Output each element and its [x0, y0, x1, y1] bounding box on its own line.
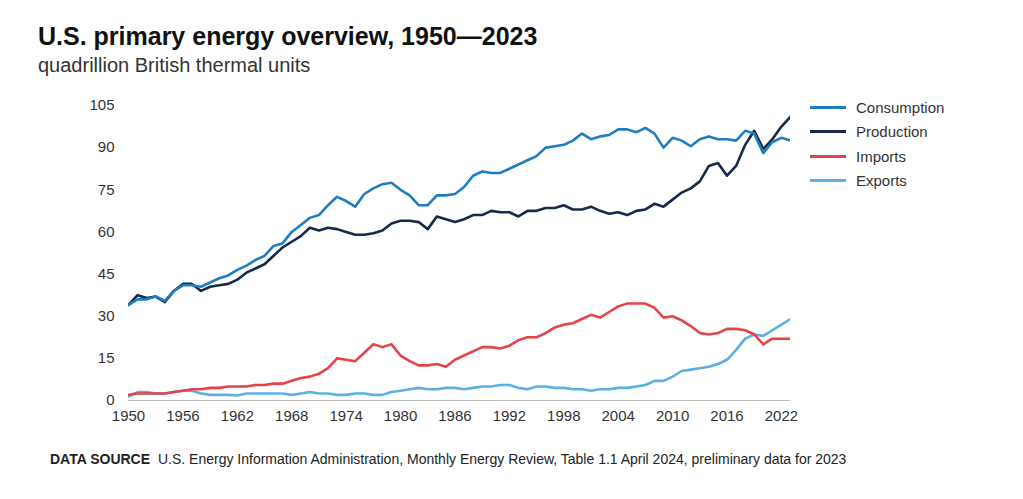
svg-text:2010: 2010 — [656, 407, 689, 424]
html-text:quadrillion British thermal un: quadrillion British thermal units — [38, 54, 311, 76]
svg-text:2004: 2004 — [602, 407, 635, 424]
svg-text:90: 90 — [98, 138, 115, 155]
html-text:U.S. primary energy overview,: U.S. primary energy overview, 1950—2023 — [38, 22, 538, 50]
svg-text:1968: 1968 — [275, 407, 308, 424]
svg-text:1998: 1998 — [547, 407, 580, 424]
svg-text:1956: 1956 — [166, 407, 199, 424]
svg-text:15: 15 — [98, 349, 115, 366]
svg-text:1974: 1974 — [329, 407, 362, 424]
svg-text:60: 60 — [98, 223, 115, 240]
svg-text:2022: 2022 — [765, 407, 798, 424]
html-text:Production: Production — [856, 123, 928, 141]
svg-text:1962: 1962 — [221, 407, 254, 424]
html-text:Exports: Exports — [856, 172, 907, 190]
html-text:Imports: Imports — [856, 147, 906, 165]
svg-text:1950: 1950 — [112, 407, 145, 424]
svg-text:75: 75 — [98, 181, 115, 198]
svg-text:1992: 1992 — [493, 407, 526, 424]
html-text:DATA SOURCE U.S. Energy Inform: DATA SOURCE U.S. Energy Information Admi… — [50, 451, 847, 467]
svg-text:2016: 2016 — [710, 407, 743, 424]
svg-text:1986: 1986 — [438, 407, 471, 424]
svg-text:30: 30 — [98, 307, 115, 324]
html-text:Consumption: Consumption — [856, 98, 945, 116]
svg-text:1980: 1980 — [384, 407, 417, 424]
svg-text:105: 105 — [89, 96, 114, 113]
svg-text:0: 0 — [106, 391, 114, 408]
svg-text:45: 45 — [98, 265, 115, 282]
